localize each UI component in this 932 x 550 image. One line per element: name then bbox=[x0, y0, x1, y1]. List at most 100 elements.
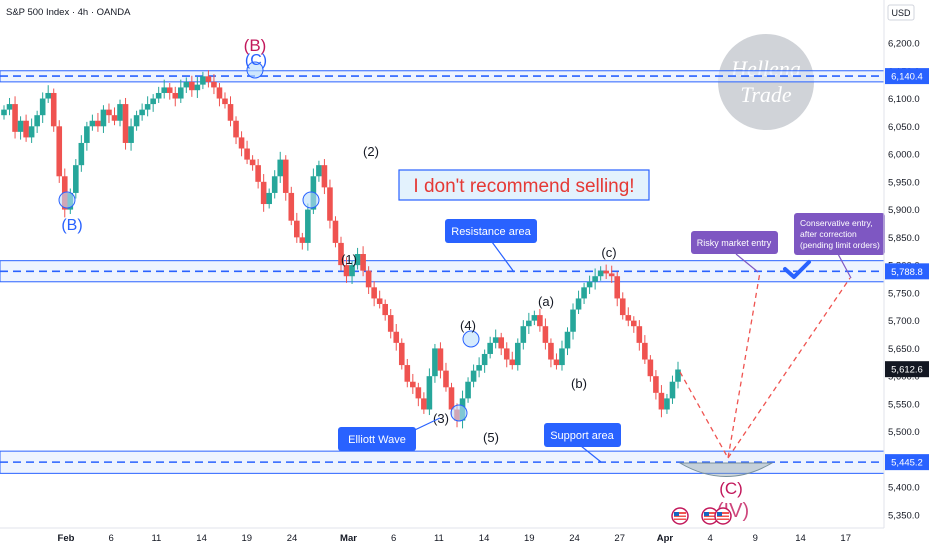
wave-label-b-left: (B) bbox=[61, 217, 82, 234]
candle bbox=[631, 316, 637, 333]
time-tick-label: 6 bbox=[109, 533, 114, 544]
candle bbox=[23, 114, 29, 142]
candle bbox=[12, 96, 18, 139]
price-badge-upper: 6,140.4 bbox=[885, 68, 929, 85]
candle bbox=[56, 120, 63, 183]
price-tick-label: 5,750.0 bbox=[888, 288, 920, 299]
candle bbox=[189, 75, 195, 97]
candle bbox=[487, 336, 493, 359]
candle bbox=[465, 377, 471, 403]
candle bbox=[316, 160, 322, 182]
level-zone-upper bbox=[0, 70, 885, 83]
candle bbox=[332, 216, 339, 248]
candle bbox=[476, 357, 482, 378]
candle bbox=[564, 327, 571, 356]
candle bbox=[636, 320, 643, 351]
candle bbox=[592, 268, 598, 290]
time-tick-label: 6 bbox=[391, 533, 396, 544]
candle bbox=[410, 373, 416, 394]
candle bbox=[150, 94, 156, 112]
watermark-line-2: Trade bbox=[740, 82, 792, 107]
last-price-label: 5,612.6 bbox=[891, 365, 923, 376]
price-badge-label: 6,140.4 bbox=[891, 72, 923, 83]
candle bbox=[619, 292, 626, 320]
time-tick-label: 24 bbox=[287, 533, 298, 544]
candle bbox=[537, 308, 543, 332]
candle bbox=[393, 323, 400, 351]
time-tick-label: 4 bbox=[707, 533, 712, 544]
resistance-callout-text: Resistance area bbox=[451, 226, 531, 238]
candle bbox=[161, 79, 168, 99]
candle bbox=[581, 282, 587, 304]
candle bbox=[658, 385, 665, 418]
candle bbox=[625, 307, 632, 327]
candle bbox=[260, 174, 267, 212]
us-flag-icon[interactable] bbox=[714, 507, 732, 525]
candle bbox=[139, 103, 145, 121]
level-zone-resistance bbox=[0, 260, 885, 283]
candle bbox=[122, 97, 129, 150]
candle bbox=[503, 342, 510, 368]
price-axis[interactable]: USD 6,200.06,150.06,100.06,050.06,000.05… bbox=[883, 0, 929, 528]
wave-label-4: (4) bbox=[460, 318, 476, 333]
candle bbox=[211, 74, 217, 95]
candle bbox=[288, 186, 295, 226]
elliott-callout[interactable]: Elliott Wave bbox=[338, 417, 441, 451]
us-flag-icon[interactable] bbox=[671, 507, 689, 525]
candle bbox=[498, 332, 505, 356]
currency-label: USD bbox=[891, 8, 911, 18]
support-callout[interactable]: Support area bbox=[544, 423, 621, 463]
candle bbox=[321, 159, 328, 195]
candle bbox=[282, 155, 289, 201]
price-tick-label: 5,950.0 bbox=[888, 177, 920, 188]
candle bbox=[294, 212, 300, 243]
price-tick-label: 5,650.0 bbox=[888, 344, 920, 355]
risky-entry-callout[interactable]: Risky market entry bbox=[691, 231, 778, 273]
candle bbox=[183, 77, 190, 93]
wave-label-5: (5) bbox=[483, 430, 499, 445]
candle bbox=[6, 97, 13, 116]
candle bbox=[376, 290, 383, 309]
projection-path bbox=[679, 271, 761, 460]
candle bbox=[255, 159, 261, 189]
resistance-callout[interactable]: Resistance area bbox=[445, 219, 537, 273]
time-tick-label: 19 bbox=[242, 533, 253, 544]
price-tick-label: 5,900.0 bbox=[888, 205, 920, 216]
headline-callout[interactable]: I don't recommend selling! bbox=[398, 169, 650, 201]
time-tick-label: 11 bbox=[151, 533, 161, 544]
candle bbox=[177, 79, 184, 103]
time-axis[interactable]: Feb 6 11 14 19 24 Mar 6 11 14 19 24 27 Apr 4 9 14 17 bbox=[0, 527, 884, 544]
us-flag-icon[interactable] bbox=[701, 507, 719, 525]
candle bbox=[470, 364, 477, 388]
candle bbox=[432, 343, 438, 383]
candle bbox=[100, 105, 107, 133]
candle bbox=[166, 82, 173, 100]
price-badge-resistance: 5,788.8 bbox=[885, 263, 929, 280]
candle bbox=[327, 179, 333, 229]
time-tick-label: 14 bbox=[196, 533, 207, 544]
candle bbox=[371, 281, 377, 307]
candle bbox=[227, 96, 234, 127]
wave-label-2: (2) bbox=[363, 144, 379, 159]
news-flags[interactable] bbox=[671, 507, 732, 525]
time-tick-label: 19 bbox=[524, 533, 535, 544]
conservative-entry-callout[interactable]: Conservative entry, after correction (pe… bbox=[794, 213, 885, 279]
candle bbox=[50, 88, 57, 132]
price-tick-label: 5,700.0 bbox=[888, 316, 920, 327]
time-tick-label: 14 bbox=[795, 533, 806, 544]
check-icon bbox=[783, 260, 811, 279]
candle bbox=[575, 290, 582, 314]
candle bbox=[144, 96, 151, 117]
candle bbox=[415, 382, 422, 407]
risky-entry-text: Risky market entry bbox=[697, 238, 772, 248]
candle bbox=[492, 329, 499, 349]
price-tick-label: 6,050.0 bbox=[888, 122, 920, 133]
candle bbox=[570, 303, 576, 340]
candle bbox=[398, 338, 405, 370]
price-badge-label: 5,445.2 bbox=[891, 458, 923, 469]
candle bbox=[669, 375, 676, 404]
candle bbox=[216, 82, 223, 107]
price-tick-label: 6,000.0 bbox=[888, 150, 920, 161]
